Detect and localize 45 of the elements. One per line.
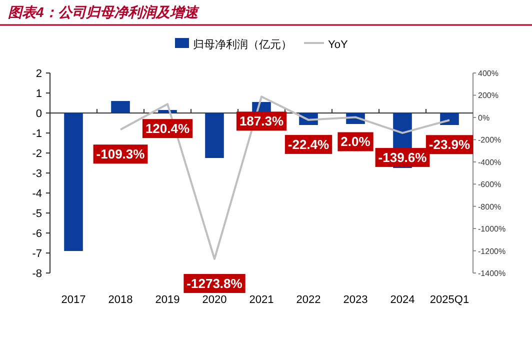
x-tick-label: 2018	[108, 294, 133, 306]
y2-tick-label: -200%	[478, 136, 502, 145]
bar	[111, 101, 130, 113]
y-tick-label: -1	[32, 128, 42, 140]
x-tick-label: 2020	[202, 294, 227, 306]
y2-tick-label: -400%	[478, 158, 502, 167]
legend-label: YoY	[328, 39, 348, 51]
y-tick-label: -7	[32, 248, 42, 260]
y-tick-label: -3	[32, 168, 42, 180]
y-tick-label: 1	[36, 88, 42, 100]
y2-tick-label: 200%	[478, 91, 498, 100]
bar	[205, 113, 224, 158]
y2-tick-label: 0%	[478, 113, 490, 122]
x-tick-label: 2025Q1	[430, 294, 470, 306]
y2-tick-label: -1200%	[478, 246, 506, 256]
data-label: -23.9%	[428, 137, 471, 152]
x-tick-label: 2023	[343, 294, 368, 306]
bar	[64, 113, 83, 251]
x-tick-label: 2024	[390, 294, 415, 306]
y2-tick-label: 400%	[478, 69, 498, 78]
x-tick-label: 2021	[249, 294, 274, 306]
y-tick-label: -5	[32, 208, 42, 220]
data-label: 187.3%	[239, 114, 284, 129]
data-label: 2.0%	[340, 134, 371, 150]
x-tick-label: 2019	[155, 294, 180, 306]
y-tick-label: -6	[32, 228, 42, 240]
legend-label: 归母净利润（亿元）	[193, 38, 292, 51]
y-tick-label: -4	[32, 188, 42, 200]
x-tick-label: 2017	[61, 294, 86, 306]
chart-title: 图表4：公司归母净利润及增速	[8, 4, 200, 20]
data-label: -109.3%	[96, 146, 146, 162]
data-label: 120.4%	[145, 121, 190, 136]
data-label: -22.4%	[288, 136, 330, 152]
y-tick-label: 0	[36, 108, 42, 120]
y2-tick-label: -1400%	[478, 269, 506, 278]
data-label: -139.6%	[378, 150, 428, 165]
data-label: -1273.8%	[186, 276, 243, 291]
y2-tick-label: -600%	[478, 180, 502, 190]
y-tick-label: -2	[32, 148, 42, 160]
y2-tick-label: -1000%	[478, 224, 506, 234]
y2-tick-label: -800%	[478, 202, 502, 212]
x-tick-label: 2022	[296, 294, 321, 306]
bar	[440, 113, 459, 125]
y-tick-label: -8	[32, 268, 42, 280]
y-tick-label: 2	[36, 68, 42, 80]
